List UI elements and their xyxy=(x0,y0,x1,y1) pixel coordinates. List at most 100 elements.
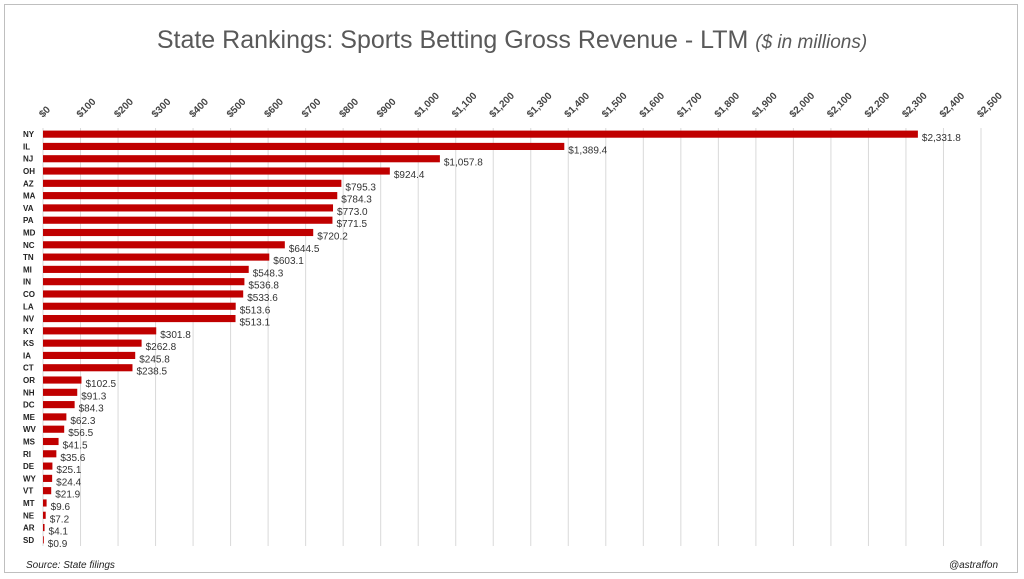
bar-co xyxy=(43,290,244,298)
x-tick-label: $900 xyxy=(375,96,399,120)
data-label-vt: $21.9 xyxy=(55,490,80,501)
data-label-ne: $7.2 xyxy=(50,514,70,525)
category-label-az: AZ xyxy=(23,179,34,188)
x-tick-label: $2,200 xyxy=(863,90,893,120)
data-label-va: $773.0 xyxy=(337,207,368,218)
x-tick-label: $400 xyxy=(187,96,211,120)
data-label-in: $536.8 xyxy=(248,281,279,292)
category-label-ks: KS xyxy=(23,339,35,348)
bar-pa xyxy=(43,216,333,224)
data-label-ky: $301.8 xyxy=(160,330,191,341)
data-label-sd: $0.9 xyxy=(48,539,68,550)
bar-va xyxy=(43,204,334,212)
category-label-ri: RI xyxy=(23,450,31,459)
category-label-la: LA xyxy=(23,302,34,311)
bar-az xyxy=(43,179,342,187)
bar-la xyxy=(43,302,236,310)
bar-wy xyxy=(43,474,53,482)
data-label-mi: $548.3 xyxy=(253,268,284,279)
bar-ar xyxy=(43,523,45,532)
x-tick-label: $1,100 xyxy=(450,90,480,120)
category-label-oh: OH xyxy=(23,167,35,176)
data-label-ri: $35.6 xyxy=(60,453,85,464)
category-label-ms: MS xyxy=(23,438,36,447)
bar-il xyxy=(43,142,565,151)
category-label-nj: NJ xyxy=(23,155,33,164)
data-label-co: $533.6 xyxy=(247,293,278,304)
category-label-mt: MT xyxy=(23,499,35,508)
x-tick-label: $1,700 xyxy=(675,90,705,120)
data-label-nj: $1,057.8 xyxy=(444,158,483,169)
category-label-ar: AR xyxy=(23,524,35,533)
category-labels: NY IL NJ OH AZ MA VA PA MD NC TN MI IN CO LA NV KY KS IA CT… xyxy=(23,130,37,545)
bar-dc xyxy=(43,401,75,409)
bar-in xyxy=(43,278,245,286)
x-tick-label: $2,000 xyxy=(788,90,818,120)
bar-nv xyxy=(43,314,236,323)
x-tick-label: $200 xyxy=(112,96,136,120)
category-label-mi: MI xyxy=(23,265,32,274)
chart-frame xyxy=(4,4,1018,573)
category-label-wy: WY xyxy=(23,474,37,483)
data-label-ny: $2,331.8 xyxy=(922,133,961,144)
data-label-ar: $4.1 xyxy=(49,527,69,538)
bar-ri xyxy=(43,450,57,458)
category-label-nv: NV xyxy=(23,315,35,324)
x-tick-label: $1,300 xyxy=(525,90,555,120)
data-label-ma: $784.3 xyxy=(341,195,372,206)
bar-nj xyxy=(43,155,440,163)
x-tick-label: $600 xyxy=(262,96,286,120)
bar-ky xyxy=(43,327,157,335)
bar-ne xyxy=(43,511,46,519)
chart-title-text: State Rankings: Sports Betting Gross Rev… xyxy=(156,26,749,54)
data-label-dc: $84.3 xyxy=(79,404,104,415)
category-label-in: IN xyxy=(23,278,31,287)
category-label-pa: PA xyxy=(23,216,34,225)
x-tick-label: $1,000 xyxy=(413,90,443,120)
bar-nh xyxy=(43,388,78,396)
data-label-ia: $245.8 xyxy=(139,354,170,365)
bar-mi xyxy=(43,265,249,273)
bar-ms xyxy=(43,437,59,446)
x-tick-label: $1,900 xyxy=(750,90,780,120)
category-label-ct: CT xyxy=(23,364,34,373)
x-axis-ticks: $0 $100 $200 $300 $400 $500 $600 $700 $800 $900 $1… xyxy=(37,90,1005,120)
x-tick-label: $2,500 xyxy=(975,90,1005,120)
category-label-or: OR xyxy=(23,376,35,385)
data-label-nv: $513.1 xyxy=(240,318,271,329)
bar-tn xyxy=(43,253,270,261)
data-label-mt: $9.6 xyxy=(51,502,71,513)
bar-nc xyxy=(43,241,285,249)
data-label-nc: $644.5 xyxy=(289,244,320,255)
bar-wv xyxy=(43,425,65,433)
category-label-ma: MA xyxy=(23,192,36,201)
data-label-ms: $41.5 xyxy=(63,441,88,452)
x-tick-label: $1,200 xyxy=(488,90,518,120)
category-label-ne: NE xyxy=(23,511,35,520)
category-label-ky: KY xyxy=(23,327,35,336)
data-label-az: $795.3 xyxy=(345,182,376,193)
x-tick-label: $1,400 xyxy=(563,90,593,120)
bars xyxy=(43,130,918,544)
data-labels: $2,331.8 $1,389.4 $1,057.8 $924.4 $795.3 $784… xyxy=(48,133,961,550)
x-tick-label: $2,100 xyxy=(825,90,855,120)
data-label-nh: $91.3 xyxy=(81,391,106,402)
category-label-me: ME xyxy=(23,413,36,422)
x-tick-label: $100 xyxy=(75,96,99,120)
x-tick-label: $300 xyxy=(150,96,174,120)
data-label-pa: $771.5 xyxy=(336,219,367,230)
bar-ma xyxy=(43,192,338,200)
bar-mt xyxy=(43,499,47,507)
data-label-wv: $56.5 xyxy=(68,428,93,439)
data-label-md: $720.2 xyxy=(317,232,348,243)
category-label-ia: IA xyxy=(23,351,31,360)
category-label-wv: WV xyxy=(23,425,37,434)
data-label-me: $62.3 xyxy=(70,416,95,427)
data-label-ct: $238.5 xyxy=(136,367,167,378)
category-label-il: IL xyxy=(23,142,30,151)
data-label-il: $1,389.4 xyxy=(568,145,607,156)
data-label-ks: $262.8 xyxy=(146,342,177,353)
category-label-va: VA xyxy=(23,204,34,213)
data-label-de: $25.1 xyxy=(56,465,81,476)
